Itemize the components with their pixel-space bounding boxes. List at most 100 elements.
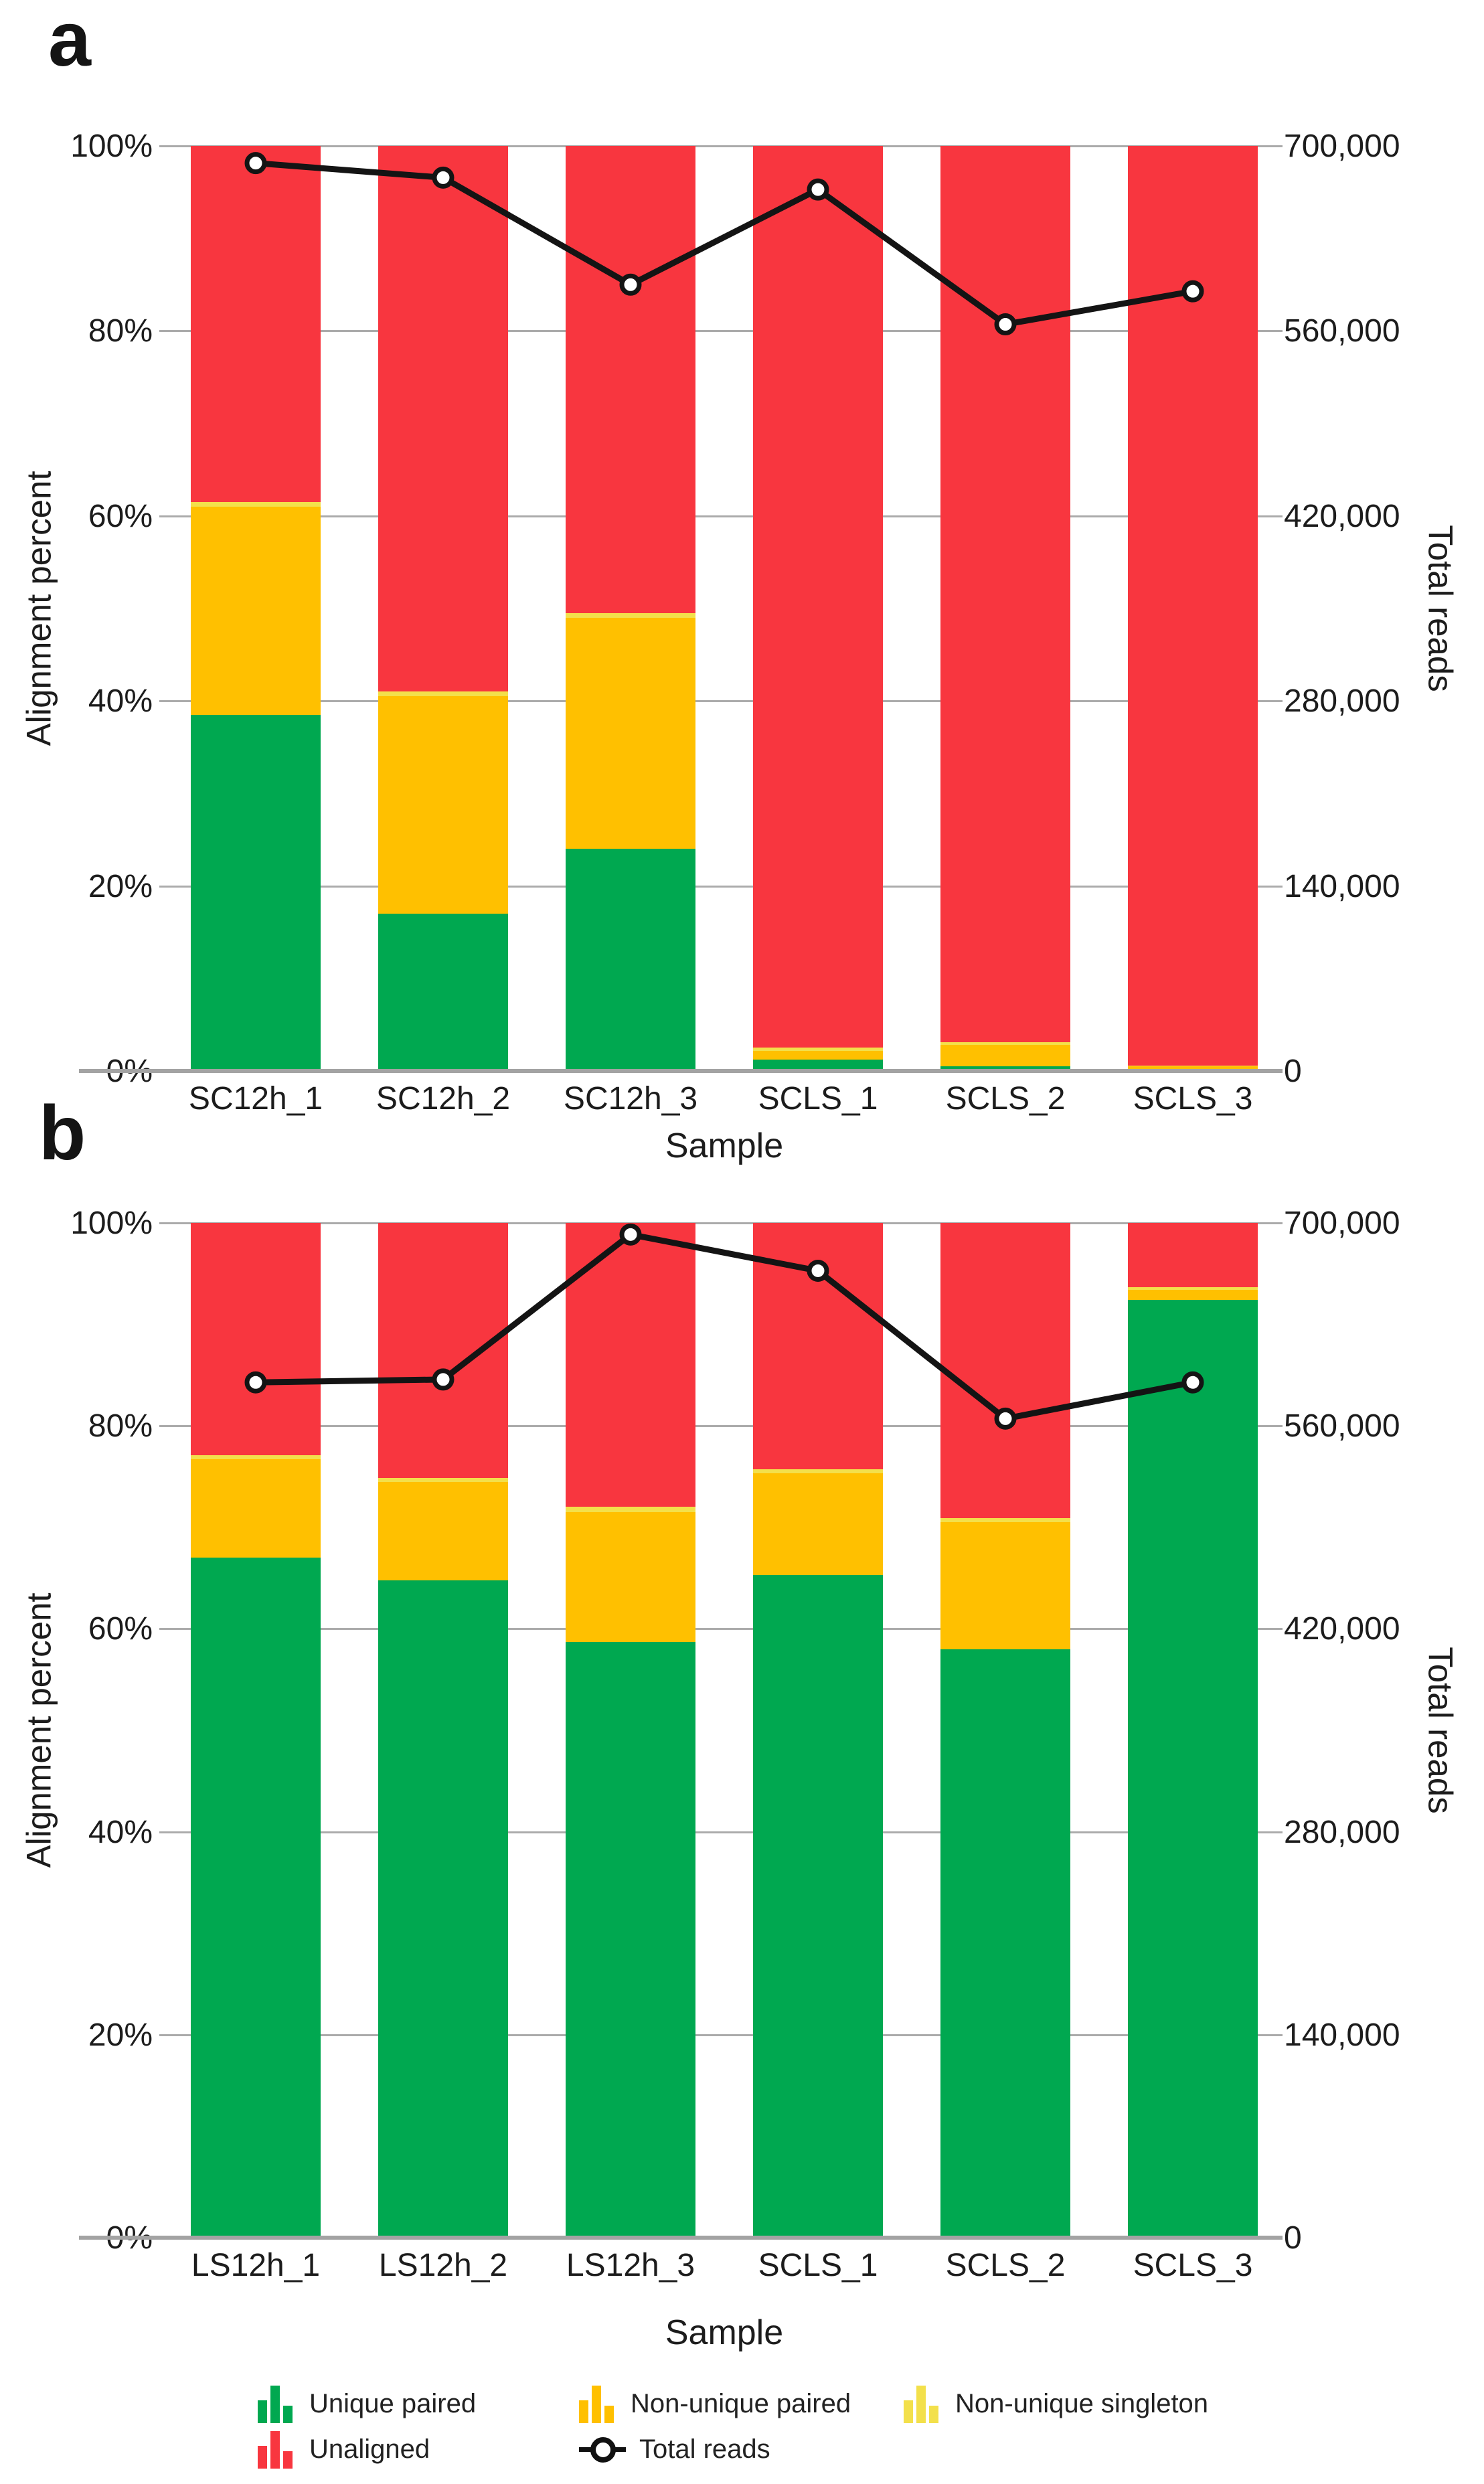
y-tick-label-left: 40% bbox=[88, 683, 153, 720]
panel-label-a: a bbox=[48, 0, 91, 82]
y-tick-label-left: 40% bbox=[88, 1814, 153, 1850]
bar-segment-non-unique-singleton bbox=[566, 612, 695, 618]
legend-bar bbox=[283, 2406, 293, 2423]
total-reads-marker bbox=[807, 178, 829, 201]
bar-segment-non-unique-singleton bbox=[566, 1507, 695, 1513]
total-reads-marker bbox=[244, 1371, 267, 1394]
bar-segment-unique-paired bbox=[191, 714, 321, 1071]
x-tick-label: SCLS_1 bbox=[758, 2248, 878, 2283]
y-tick-label-left: 20% bbox=[88, 2017, 153, 2053]
bar-segment-unaligned bbox=[378, 1223, 508, 1478]
gridline bbox=[159, 2034, 1283, 2036]
gridline bbox=[159, 515, 1283, 517]
bar-segment-non-unique-singleton bbox=[378, 691, 508, 697]
bar-segment-unique-paired bbox=[753, 1060, 883, 1071]
total-reads-marker bbox=[807, 1259, 829, 1282]
x-axis-line bbox=[79, 2236, 1283, 2240]
y-tick-label-right: 280,000 bbox=[1284, 1814, 1400, 1850]
x-axis-title: Sample bbox=[665, 1127, 784, 1165]
bar-segment-non-unique-singleton bbox=[940, 1042, 1070, 1046]
x-tick-label: SCLS_2 bbox=[945, 2248, 1066, 2283]
x-tick-label: SCLS_2 bbox=[945, 1081, 1066, 1116]
legend-bar bbox=[283, 2451, 293, 2469]
total-reads-marker bbox=[244, 152, 267, 175]
bar-segment-non-unique-paired bbox=[378, 696, 508, 914]
bar-segment-unique-paired bbox=[378, 1580, 508, 2238]
x-axis-title: Sample bbox=[665, 2313, 784, 2352]
y-tick-label-right: 0 bbox=[1284, 1054, 1302, 1089]
legend-bar bbox=[904, 2400, 913, 2423]
y-tick-label-right: 140,000 bbox=[1284, 2017, 1400, 2053]
x-axis-line bbox=[79, 1069, 1283, 1073]
bar-segment-non-unique-paired bbox=[753, 1473, 883, 1576]
y-axis-title-left: Alignment percent bbox=[19, 1592, 58, 1868]
legend-bar bbox=[929, 2406, 938, 2423]
y-tick-label-left: 80% bbox=[88, 313, 153, 349]
total-reads-line-layer bbox=[244, 152, 1204, 336]
bar-segment-non-unique-singleton bbox=[753, 1469, 883, 1474]
x-tick-label: SCLS_3 bbox=[1133, 2248, 1253, 2283]
y-tick-label-right: 420,000 bbox=[1284, 1611, 1400, 1647]
total-reads-marker bbox=[432, 1368, 455, 1391]
bar-segment-unaligned bbox=[378, 146, 508, 692]
bar-segment-non-unique-paired bbox=[566, 617, 695, 849]
x-tick-label: SCLS_1 bbox=[758, 1081, 878, 1116]
y-axis-title-left: Alignment percent bbox=[19, 471, 58, 746]
bar-segment-non-unique-singleton bbox=[378, 1477, 508, 1482]
bar-segment-unique-paired bbox=[378, 914, 508, 1071]
bar-segment-unaligned bbox=[191, 146, 321, 503]
legend-bar bbox=[579, 2400, 588, 2423]
bar-segment-non-unique-singleton bbox=[940, 1518, 1070, 1523]
gridline bbox=[159, 1628, 1283, 1631]
x-tick-label: LS12h_1 bbox=[191, 2248, 321, 2283]
legend-bar bbox=[916, 2386, 926, 2423]
gridline bbox=[159, 885, 1283, 888]
legend-item-label: Total reads bbox=[639, 2434, 770, 2464]
marker-circle bbox=[590, 2437, 616, 2463]
bar-segment-non-unique-singleton bbox=[1128, 1287, 1258, 1291]
y-axis-title-right: Total reads bbox=[1421, 525, 1460, 692]
legend-item-label: Non-unique singleton bbox=[955, 2388, 1209, 2418]
bar-segment-unique-paired bbox=[940, 1066, 1070, 1071]
bar-segment-non-unique-paired bbox=[940, 1045, 1070, 1067]
gridline bbox=[159, 145, 1283, 147]
gridline bbox=[159, 330, 1283, 333]
total-reads-marker bbox=[432, 166, 455, 189]
total-reads-marker bbox=[1181, 1371, 1204, 1394]
y-tick-label-right: 0 bbox=[1284, 2220, 1302, 2256]
bar-segment-unique-paired bbox=[753, 1575, 883, 2238]
gridline bbox=[159, 1222, 1283, 1224]
legend-bar bbox=[270, 2431, 280, 2469]
total-reads-marker bbox=[619, 273, 642, 296]
bar-segment-non-unique-singleton bbox=[191, 1455, 321, 1460]
non-unique-singleton-bars-icon bbox=[904, 2384, 942, 2423]
unique-paired-bars-icon bbox=[258, 2384, 296, 2423]
bar-segment-unique-paired bbox=[566, 1642, 695, 2238]
bar-segment-non-unique-paired bbox=[940, 1522, 1070, 1649]
bar-segment-non-unique-singleton bbox=[753, 1048, 883, 1051]
x-tick-label: SC12h_1 bbox=[188, 1081, 323, 1116]
legend-item-non-unique-singleton: Non-unique singleton bbox=[904, 2384, 1208, 2423]
legend-item-non-unique-paired: Non-unique paired bbox=[579, 2384, 851, 2423]
total-reads-line bbox=[255, 1231, 1193, 1422]
legend-bar bbox=[592, 2386, 601, 2423]
y-tick-label-right: 280,000 bbox=[1284, 683, 1400, 720]
bar-segment-unaligned bbox=[1128, 1223, 1258, 1287]
legend-item-label: Unique paired bbox=[309, 2388, 477, 2418]
bar-segment-unique-paired bbox=[940, 1649, 1070, 2238]
bar-segment-non-unique-paired bbox=[566, 1512, 695, 1643]
bar-segment-non-unique-paired bbox=[191, 506, 321, 715]
panel-label-b: b bbox=[39, 1090, 86, 1176]
y-tick-label-left: 60% bbox=[88, 1611, 153, 1647]
legend-bar bbox=[270, 2386, 280, 2423]
y-tick-label-left: 100% bbox=[70, 1206, 153, 1241]
y-axis-title-right: Total reads bbox=[1421, 1647, 1460, 1814]
total-reads-line bbox=[255, 160, 1193, 328]
legend-item-unique-paired: Unique paired bbox=[258, 2384, 476, 2423]
x-tick-label: SC12h_2 bbox=[376, 1081, 511, 1116]
bar-segment-unique-paired bbox=[1128, 1300, 1258, 2238]
y-tick-label-left: 100% bbox=[70, 129, 153, 164]
x-tick-label: SCLS_3 bbox=[1133, 1081, 1253, 1116]
bar-segment-unique-paired bbox=[191, 1558, 321, 2238]
y-tick-label-left: 80% bbox=[88, 1408, 153, 1444]
